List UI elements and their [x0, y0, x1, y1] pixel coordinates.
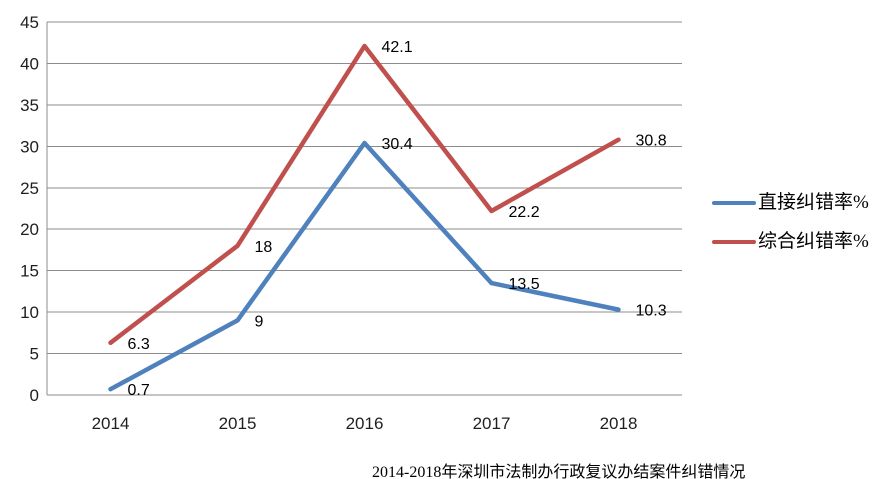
data-label-series-0-2017: 13.5 [509, 276, 540, 293]
x-axis-tick-label: 2016 [346, 414, 384, 433]
y-axis-tick-label: 40 [20, 54, 39, 73]
series-line-0 [108, 140, 621, 392]
x-axis-tick-label: 2015 [219, 414, 257, 433]
data-label-series-0-2014: 0.7 [128, 382, 150, 399]
data-label-series-1-2014: 6.3 [128, 336, 150, 353]
data-label-series-1-2016: 42.1 [382, 39, 413, 56]
y-axis-tick-label: 15 [20, 262, 39, 281]
legend-line-swatch-blue [712, 201, 756, 205]
legend-item-direct-rate: 直接纠错率% [712, 191, 869, 215]
y-axis-tick-label: 35 [20, 96, 39, 115]
y-axis-tick-label: 45 [20, 13, 39, 32]
data-label-series-0-2018: 10.3 [636, 303, 667, 320]
data-label-series-1-2017: 22.2 [509, 204, 540, 221]
legend-label-direct-rate: 直接纠错率% [758, 192, 869, 213]
y-axis-tick-label: 20 [20, 220, 39, 239]
data-label-series-1-2018: 30.8 [636, 133, 667, 150]
x-axis-tick-label: 2017 [473, 414, 511, 433]
legend: 直接纠错率% 综合纠错率% [712, 191, 869, 269]
y-axis-tick-label: 0 [30, 386, 39, 405]
y-axis-tick-label: 10 [20, 303, 39, 322]
y-axis-tick-label: 30 [20, 137, 39, 156]
legend-line-swatch-red [712, 240, 756, 244]
legend-label-composite-rate: 综合纠错率% [758, 231, 869, 252]
data-label-series-0-2015: 9 [255, 313, 264, 330]
y-axis-tick-label: 25 [20, 179, 39, 198]
chart-title: 2014-2018年深圳市法制办行政复议办结案件纠错情况 [372, 464, 746, 479]
legend-item-composite-rate: 综合纠错率% [712, 230, 869, 254]
x-axis-tick-label: 2014 [92, 414, 130, 433]
x-axis-tick-label: 2018 [600, 414, 638, 433]
data-label-series-1-2015: 18 [255, 239, 273, 256]
data-label-series-0-2016: 30.4 [382, 136, 413, 153]
y-axis-tick-label: 5 [30, 345, 39, 364]
series-line-1 [108, 43, 621, 346]
